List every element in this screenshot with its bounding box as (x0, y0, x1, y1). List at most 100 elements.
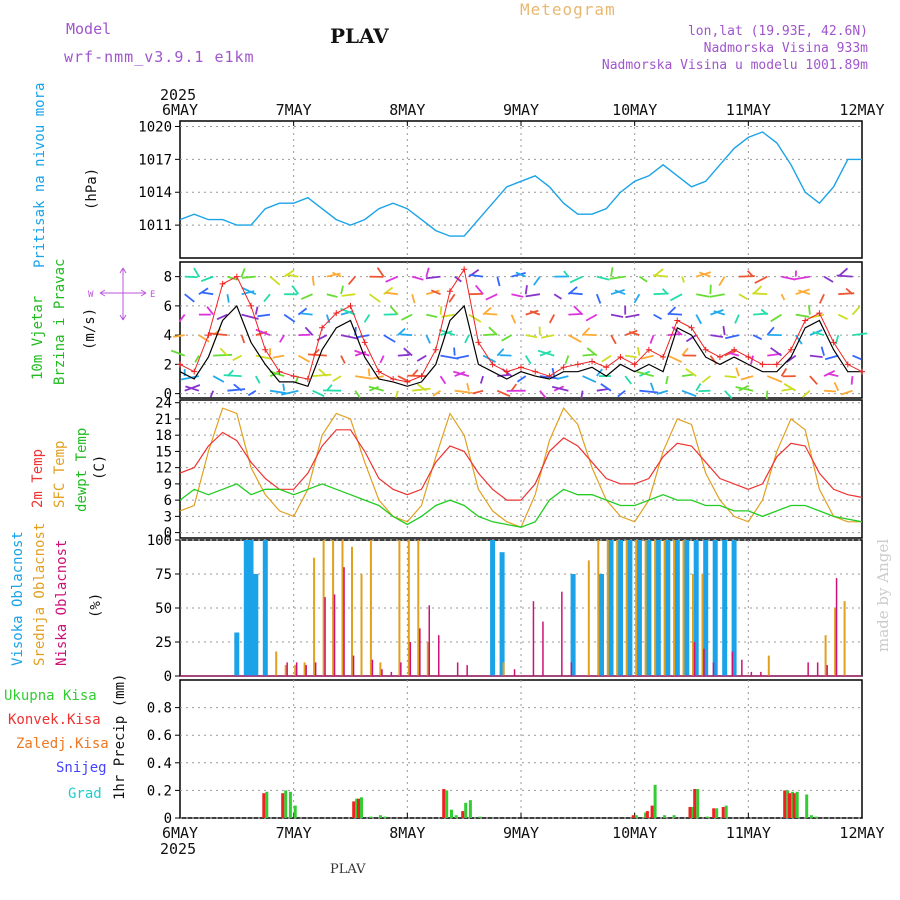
wind-arrow (766, 326, 775, 336)
precip-bar (650, 805, 654, 818)
wind-arrow (440, 354, 459, 360)
wind-arrow (397, 353, 410, 357)
wind-arrow (636, 370, 654, 377)
x-day-label-bottom: 10MAY (612, 824, 657, 842)
wind-arrow (389, 305, 399, 316)
gust-marker (816, 310, 823, 317)
wind-arrow (549, 314, 555, 324)
x-day-label-bottom: 11MAY (726, 824, 771, 842)
wind-arrow (728, 351, 740, 357)
cloud-bar (284, 665, 287, 676)
wind-arrow (213, 353, 233, 357)
wind-arrow (639, 389, 659, 394)
wind-arrow (254, 306, 259, 315)
wind-arrow (312, 389, 325, 398)
gust-marker (375, 368, 382, 375)
wind-arrow (581, 327, 591, 336)
wind-arrow (325, 314, 331, 324)
wind-arrow (232, 354, 243, 362)
cloud-bar (561, 591, 563, 676)
year-label-bottom: 2025 (160, 840, 196, 858)
wind-arrow (354, 349, 370, 357)
wind-arrow (468, 313, 482, 323)
wind-arrow (710, 334, 724, 338)
wind-arrow (488, 326, 498, 336)
wind-arrow (725, 334, 740, 340)
cloud-bar (712, 662, 715, 676)
footer-station: PLAV (330, 862, 366, 877)
y-tick-label: 0.8 (147, 701, 172, 717)
wind-arrow (740, 375, 754, 381)
wind-arrow (802, 390, 811, 398)
wind-arrow (734, 314, 740, 324)
coords-label: lon,lat (19.93E, 42.6N) (687, 24, 868, 39)
wind-arrow (609, 275, 626, 280)
precip-bar (691, 807, 695, 818)
wind-arrow (241, 286, 257, 296)
wind-arrow (240, 267, 246, 277)
wind-arrow (624, 375, 633, 385)
gust-marker (859, 368, 865, 375)
gust-marker (759, 361, 766, 368)
gust-marker (418, 373, 425, 380)
wind-arrow (537, 349, 555, 357)
wind-arrow (533, 276, 541, 286)
precip-bar (805, 794, 809, 818)
wind-arrow (464, 334, 470, 344)
wind-arrow (279, 334, 285, 343)
wind-arrow (709, 293, 725, 298)
wind-arrow (425, 334, 431, 344)
wind-arrow (738, 293, 748, 300)
wind-arrow (285, 273, 299, 278)
wind-arrow (439, 306, 443, 315)
gust-marker (333, 310, 340, 317)
cloud-bar (343, 567, 345, 676)
wind-arrow (448, 293, 456, 303)
cloud-bar (644, 540, 647, 676)
wind-arrow (701, 375, 711, 384)
gust-marker (532, 368, 539, 375)
gust-marker (631, 361, 638, 368)
wind-arrow (453, 347, 456, 356)
wind-arrow (326, 293, 338, 298)
cloud-bar (693, 540, 699, 676)
cloud-bar (324, 597, 326, 676)
wind-arrow (426, 289, 440, 296)
cloud-bar (333, 594, 336, 676)
y-tick-label: 9 (164, 477, 172, 493)
cloud-bar (379, 662, 382, 676)
wind-arrow (193, 267, 200, 278)
gust-marker (404, 378, 411, 385)
x-day-label-bottom: 6MAY (162, 824, 198, 842)
cloud-bar (542, 621, 544, 676)
wind-arrow (173, 334, 185, 338)
y-tick-label: 75 (155, 567, 172, 583)
precip-bar (644, 812, 648, 818)
wind-arrow (699, 271, 711, 278)
cloud-bar (490, 540, 496, 676)
wind-arrow (453, 370, 470, 377)
wind-arrow (824, 354, 839, 361)
precip-bar (352, 801, 356, 818)
wind-arrow (456, 354, 470, 359)
wind-arrow (510, 314, 517, 324)
wind-arrow (833, 382, 840, 392)
y-tick-label: 1017 (138, 152, 172, 168)
x-day-label-bottom: 7MAY (276, 824, 312, 842)
cloud-bar (419, 628, 421, 676)
precip-bar (724, 805, 728, 818)
precip-bar (461, 811, 465, 818)
precip-bar (383, 816, 387, 818)
gust-marker (802, 317, 809, 324)
wind-arrow (355, 375, 373, 380)
year-label-top: 2025 (160, 86, 196, 104)
cloud-bar (426, 642, 429, 676)
cloud-bar (502, 662, 505, 676)
compass-w: W (88, 290, 94, 300)
wind-arrow (798, 289, 811, 296)
wind-arrow (820, 346, 825, 356)
wind-arrow (263, 293, 271, 303)
panel-frame (179, 399, 863, 539)
legend-hail: Grad (68, 786, 102, 802)
elevation-label: Nadmorska Visina 933m (703, 41, 868, 56)
